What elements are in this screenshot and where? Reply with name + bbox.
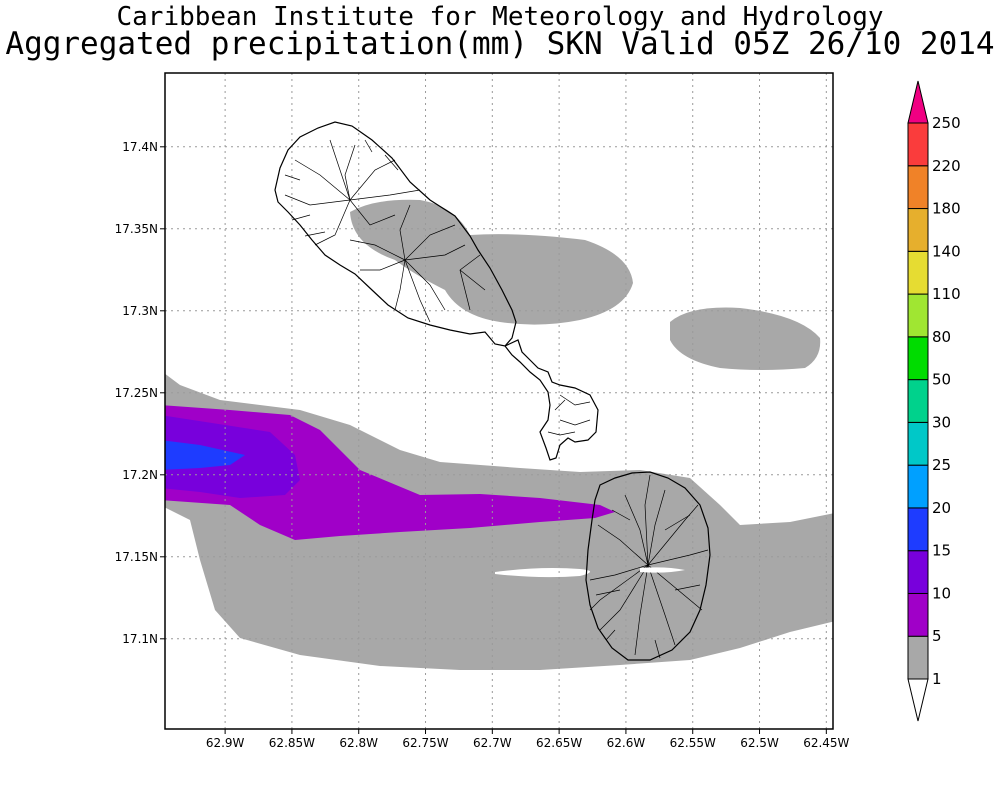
colorbar-segment (907, 635, 929, 680)
colorbar-label: 25 (932, 456, 951, 474)
y-tick-label: 17.3N (122, 304, 158, 318)
colorbar-segment (907, 122, 929, 167)
nevis-coastline (585, 471, 711, 661)
islands (274, 121, 711, 661)
map-title: Caribbean Institute for Meteorology and … (116, 2, 884, 32)
plot-frame (164, 72, 834, 730)
colorbar-label: 15 (932, 542, 951, 560)
colorbar-label: 50 (932, 371, 951, 389)
colorbar-label: 10 (932, 584, 951, 602)
map-subtitle: Aggregated precipitation(mm) SKN Valid 0… (5, 26, 995, 62)
colorbar-label: 180 (932, 200, 961, 218)
precip-area-15-20mm (165, 440, 245, 470)
colorbar-segment (907, 293, 929, 338)
precipitation-fields (165, 199, 833, 670)
x-tick-label: 62.7W (473, 736, 512, 750)
colorbar-segment (907, 208, 929, 252)
colorbar-bottom-arrow (907, 678, 929, 722)
colorbar-segment (907, 336, 929, 381)
x-tick-label: 62.8W (339, 736, 378, 750)
nevis-drainage (589, 474, 709, 659)
colorbar-segment (907, 550, 929, 594)
x-tick-label: 62.6W (607, 736, 646, 750)
colorbar-label: 110 (932, 285, 961, 303)
colorbar-top-arrow (907, 80, 929, 124)
map-grid (165, 73, 833, 729)
x-tick-label: 62.65W (536, 736, 582, 750)
colorbar-label: 5 (932, 627, 942, 645)
colorbar-segment (907, 379, 929, 423)
y-tick-label: 17.4N (122, 140, 158, 154)
colorbar-label: 250 (932, 114, 961, 132)
st-kitts-drainage (284, 139, 486, 323)
colorbar-segment (907, 592, 929, 637)
x-tick-label: 62.85W (269, 736, 315, 750)
colorbar-segment (907, 250, 929, 295)
colorbar-label: 30 (932, 413, 951, 431)
colorbar-segment (907, 165, 929, 210)
y-tick-label: 17.15N (115, 550, 158, 564)
x-tick-label: 62.75W (402, 736, 448, 750)
y-axis: 17.4N 17.35N 17.3N 17.25N 17.2N 17.15N 17.1N (115, 140, 165, 646)
colorbar-label: 80 (932, 328, 951, 346)
colorbar-segment (907, 464, 929, 509)
y-tick-label: 17.35N (115, 222, 158, 236)
y-tick-label: 17.1N (122, 632, 158, 646)
st-kitts-coastline (274, 121, 517, 347)
colorbar-label: 140 (932, 242, 961, 260)
nevis-white-patch (640, 567, 685, 573)
x-tick-label: 62.5W (740, 736, 779, 750)
precip-area-north (350, 199, 633, 325)
st-kitts-peninsula (504, 339, 599, 461)
colorbar-label: 220 (932, 157, 961, 175)
colorbar-label: 1 (932, 670, 942, 688)
y-tick-label: 17.2N (122, 468, 158, 482)
colorbar-segment (907, 507, 929, 552)
x-tick-label: 62.55W (670, 736, 716, 750)
colorbar-segment (907, 421, 929, 466)
colorbar-label: 20 (932, 499, 951, 517)
precip-area-east (670, 307, 821, 370)
x-tick-label: 62.45W (803, 736, 849, 750)
precip-gap (495, 568, 590, 578)
x-axis: 62.9W 62.85W 62.8W 62.75W 62.7W 62.65W 62.6W 62… (206, 729, 850, 750)
peninsula-drainage (547, 394, 591, 436)
y-tick-label: 17.25N (115, 386, 158, 400)
x-tick-label: 62.9W (206, 736, 245, 750)
